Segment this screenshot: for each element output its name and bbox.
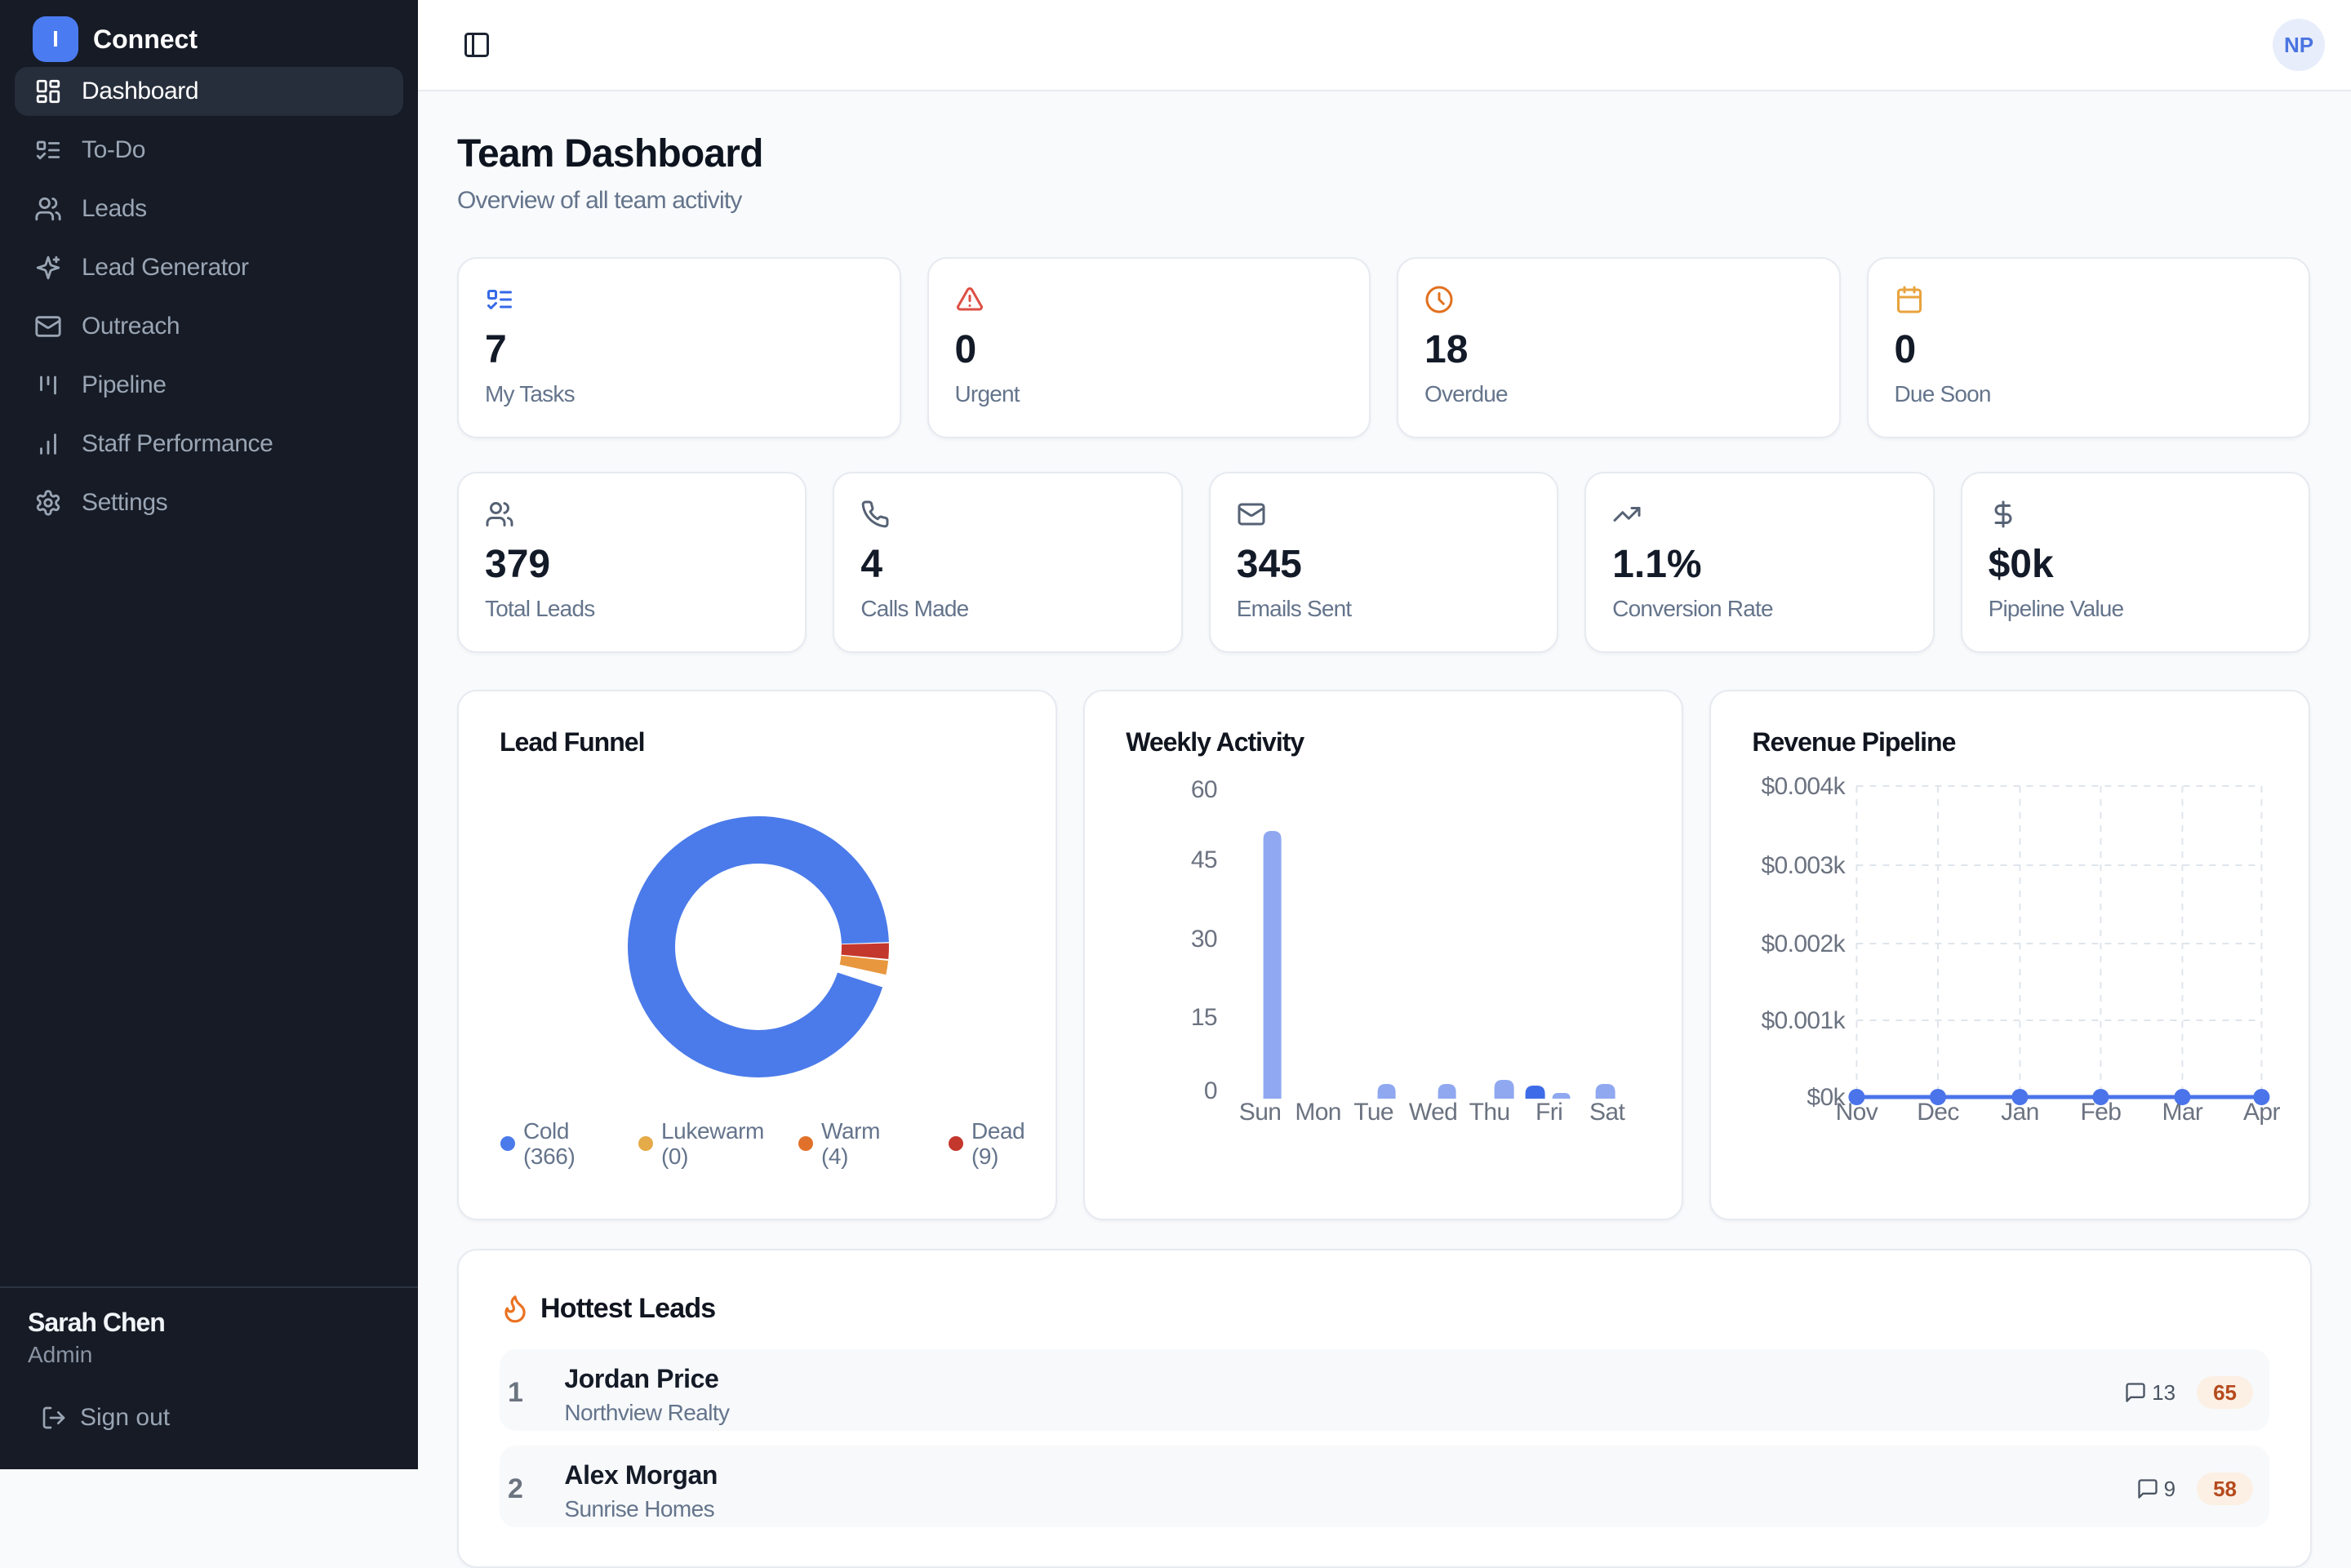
svg-text:30: 30 (1191, 926, 1217, 953)
svg-text:Sat: Sat (1589, 1099, 1625, 1126)
svg-text:Thu: Thu (1469, 1099, 1510, 1126)
svg-text:Fri: Fri (1535, 1099, 1562, 1126)
svg-text:45: 45 (1191, 846, 1217, 873)
svg-text:Sun: Sun (1239, 1099, 1282, 1126)
svg-text:60: 60 (1191, 776, 1217, 803)
svg-text:$0.001k: $0.001k (1762, 1007, 1847, 1034)
svg-text:Wed: Wed (1409, 1099, 1457, 1126)
svg-text:Tue: Tue (1353, 1099, 1393, 1126)
svg-text:$0.002k: $0.002k (1762, 931, 1847, 957)
svg-text:$0.003k: $0.003k (1762, 852, 1847, 879)
svg-text:$0.004k: $0.004k (1762, 773, 1847, 800)
svg-text:0: 0 (1204, 1077, 1217, 1104)
svg-text:15: 15 (1191, 1004, 1217, 1031)
svg-text:$0k: $0k (1807, 1084, 1847, 1111)
svg-text:Mon: Mon (1295, 1099, 1342, 1126)
